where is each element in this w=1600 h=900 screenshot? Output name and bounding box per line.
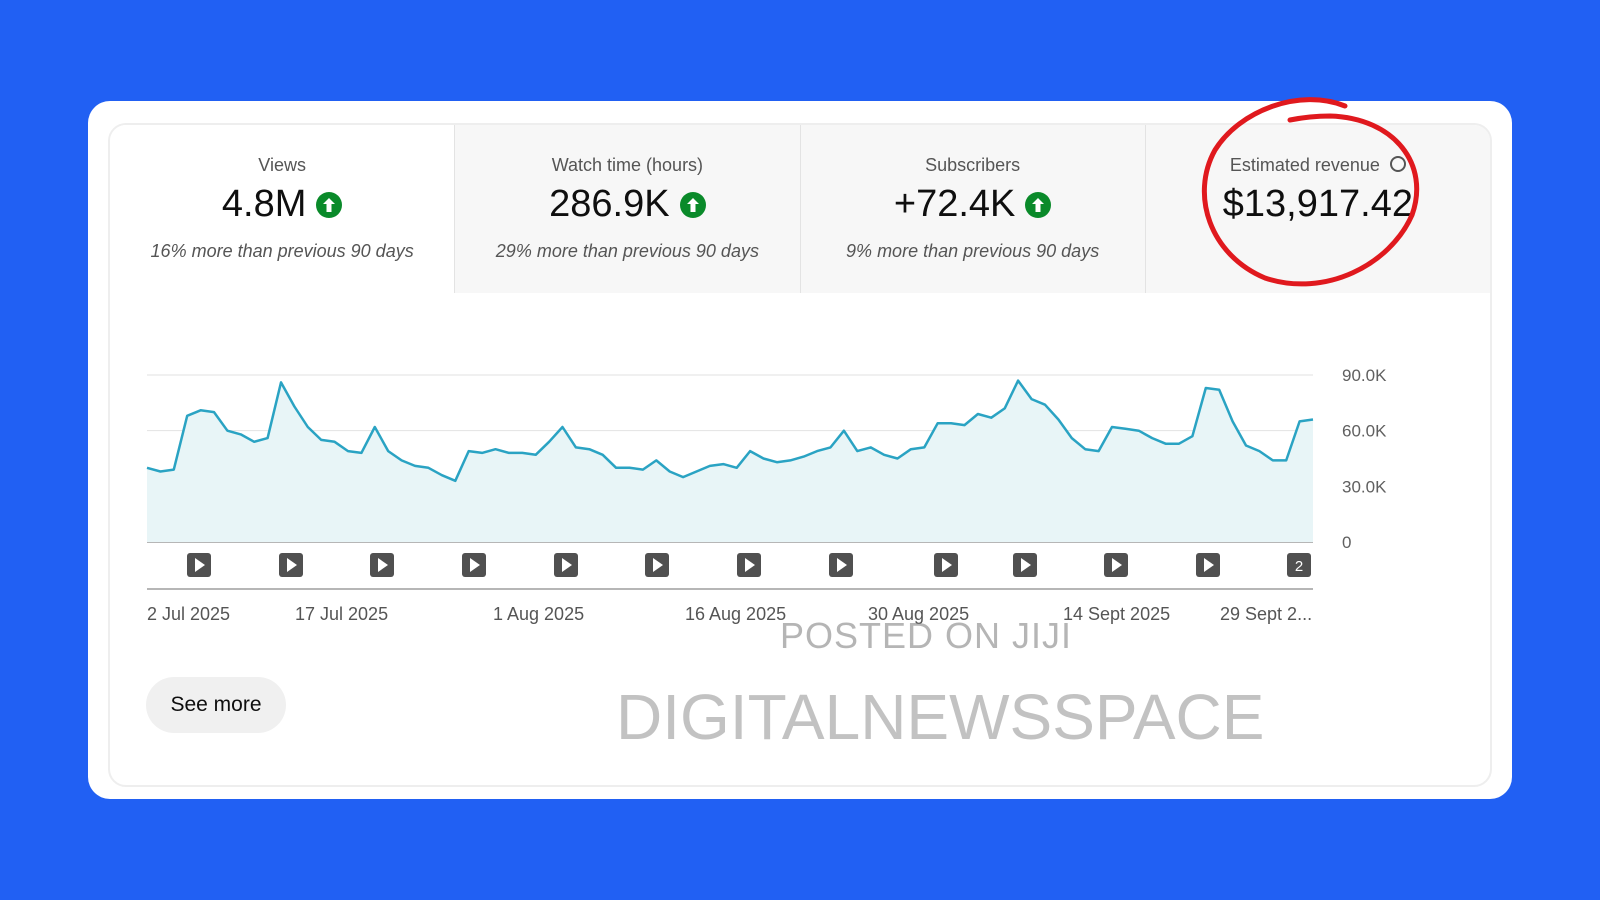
x-tick-label: 16 Aug 2025 [685,604,786,624]
play-icon [745,558,755,572]
x-tick-label: 30 Aug 2025 [868,604,969,624]
play-icon [378,558,388,572]
metric-comparison: 16% more than previous 90 days [150,241,414,261]
arrow-up-icon [316,191,343,218]
x-tick-label: 1 Aug 2025 [493,604,584,624]
metric-value: 4.8M [221,183,307,225]
metric-label: Watch time (hours) [551,155,704,175]
analytics-card: Views 4.8M 16% more than previous 90 day… [88,101,1512,799]
chart-line [146,379,1314,483]
views-chart: 0 30.0K 60.0K 90.0K 2 2 Jul 2025 17 Jul 2025 1 … [146,366,1387,624]
watermark: POSTED ON JIJI [780,615,1073,656]
x-tick-label: 29 Sept 2... [1220,604,1312,624]
metric-tab-views[interactable]: Views 4.8M 16% more than previous 90 day… [110,125,456,293]
x-tick-label: 17 Jul 2025 [295,604,388,624]
y-tick-label: 90.0K [1342,366,1387,385]
play-icon [470,558,480,572]
metric-tab-watch-time[interactable]: Watch time (hours) 286.9K 29% more than … [455,125,801,293]
y-tick-label: 60.0K [1342,422,1387,441]
video-marker [1287,553,1311,577]
analytics-panel: Views 4.8M 16% more than previous 90 day… [108,123,1492,787]
y-tick-label: 30.0K [1342,477,1387,496]
chart-area [147,380,1313,542]
play-icon [287,558,297,572]
metric-comparison: 9% more than previous 90 days [846,241,1100,261]
metric-value: +72.4K [893,183,1016,225]
x-tick-label: 14 Sept 2025 [1063,604,1170,624]
play-icon [837,558,847,572]
metric-value: 286.9K [549,183,670,225]
play-icon [562,558,572,572]
play-icon [1204,558,1214,572]
arrow-up-icon [1025,191,1052,218]
metric-tab-subscribers[interactable]: Subscribers +72.4K 9% more than previous… [800,125,1146,293]
x-tick-label: 2 Jul 2025 [147,604,230,624]
metric-comparison: 29% more than previous 90 days [495,241,759,261]
metric-label: Views [258,155,306,175]
video-marker-count: 2 [1295,558,1303,575]
play-icon [653,558,663,572]
play-icon [195,558,205,572]
play-icon [942,558,952,572]
arrow-up-icon [679,191,706,218]
watermark: DIGITALNEWSSPACE [616,681,1265,753]
y-tick-label: 0 [1342,533,1351,552]
play-icon [1112,558,1122,572]
see-more-button[interactable]: See more [146,677,286,733]
metric-label: Subscribers [925,155,1021,175]
play-icon [1021,558,1031,572]
